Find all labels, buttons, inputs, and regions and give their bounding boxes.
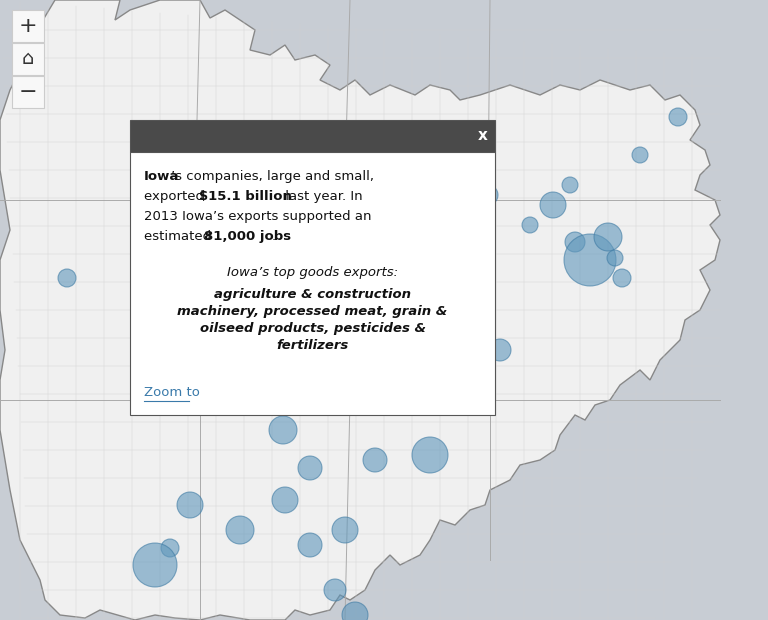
Circle shape <box>58 269 76 287</box>
Circle shape <box>332 517 358 543</box>
Text: 81,000 jobs: 81,000 jobs <box>204 230 291 243</box>
Circle shape <box>540 192 566 218</box>
Text: −: − <box>18 82 38 102</box>
Text: .: . <box>272 230 276 243</box>
Circle shape <box>324 579 346 601</box>
Circle shape <box>342 602 368 620</box>
Circle shape <box>594 223 622 251</box>
Circle shape <box>330 295 380 345</box>
Text: Zoom to: Zoom to <box>144 386 200 399</box>
Text: exported: exported <box>144 190 208 203</box>
Bar <box>130 120 495 152</box>
Circle shape <box>272 487 298 513</box>
Circle shape <box>522 217 538 233</box>
FancyBboxPatch shape <box>12 43 44 75</box>
Text: +: + <box>18 16 38 36</box>
FancyBboxPatch shape <box>12 10 44 42</box>
Text: Iowa: Iowa <box>144 170 180 183</box>
Circle shape <box>363 448 387 472</box>
Text: ’s companies, large and small,: ’s companies, large and small, <box>171 170 374 183</box>
Circle shape <box>489 339 511 361</box>
Text: agriculture & construction
machinery, processed meat, grain &
oilseed products, : agriculture & construction machinery, pr… <box>177 288 448 352</box>
Circle shape <box>429 344 451 366</box>
Circle shape <box>607 250 623 266</box>
Circle shape <box>478 185 498 205</box>
Text: estimated: estimated <box>144 230 215 243</box>
Text: Iowa’s top goods exports:: Iowa’s top goods exports: <box>227 266 398 279</box>
Circle shape <box>269 416 297 444</box>
FancyBboxPatch shape <box>12 76 44 108</box>
Circle shape <box>133 543 177 587</box>
Bar <box>130 152 495 415</box>
Text: x: x <box>478 128 488 143</box>
Circle shape <box>298 456 322 480</box>
Text: 2013 Iowa’s exports supported an: 2013 Iowa’s exports supported an <box>144 210 372 223</box>
Circle shape <box>565 232 585 252</box>
Circle shape <box>161 539 179 557</box>
Circle shape <box>177 492 203 518</box>
Text: ⌂: ⌂ <box>22 50 35 68</box>
Circle shape <box>298 533 322 557</box>
Circle shape <box>412 437 448 473</box>
Circle shape <box>613 269 631 287</box>
Circle shape <box>226 516 254 544</box>
Text: $15.1 billion: $15.1 billion <box>199 190 292 203</box>
Circle shape <box>562 177 578 193</box>
Polygon shape <box>0 0 720 620</box>
Circle shape <box>669 108 687 126</box>
Circle shape <box>564 234 616 286</box>
Text: last year. In: last year. In <box>281 190 362 203</box>
Circle shape <box>632 147 648 163</box>
